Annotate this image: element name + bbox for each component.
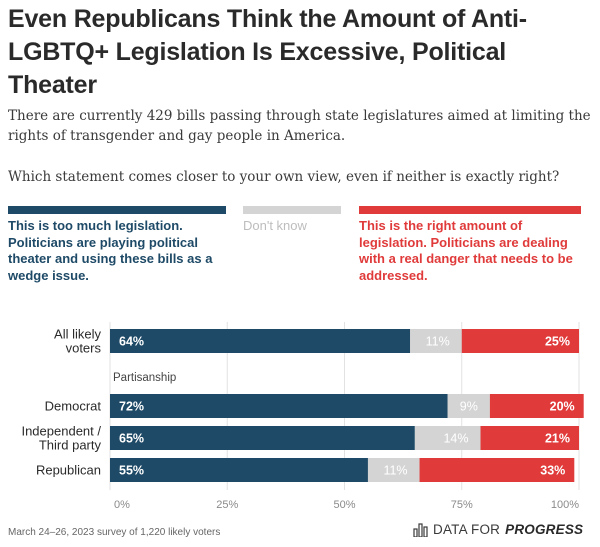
x-tick-label: 100%: [551, 499, 579, 511]
legend-label-dont-know: Don't know: [243, 218, 307, 233]
bar-segment-democrat-0: [110, 394, 448, 418]
bar-segment-all-likely-voters-2: [461, 329, 579, 353]
bar-segment-democrat-2: [489, 394, 584, 418]
bar-value-label: 14%: [443, 432, 468, 446]
category-label-line: Third party: [39, 438, 102, 453]
bar-value-label: 64%: [119, 335, 144, 349]
brand-logo: DATA FOR PROGRESS: [413, 522, 583, 537]
bar-value-label: 72%: [119, 400, 144, 414]
category-label-line: All likely: [54, 327, 101, 342]
bar-segment-republican-1: [367, 458, 420, 482]
category-label-line: Republican: [36, 463, 101, 478]
bar-value-label: 65%: [119, 432, 144, 446]
category-label: All likely voters: [54, 327, 101, 356]
chart-subtitle: There are currently 429 bills passing th…: [8, 108, 591, 144]
chart-title: Even Republicans Think the Amount of Ant…: [8, 5, 527, 99]
legend-swatch-too-much: [8, 206, 226, 214]
category-label-line: Independent /: [21, 424, 101, 439]
bar-value-label: 33%: [540, 464, 565, 478]
legend-label-too-much: This is too much legislation. Politician…: [8, 218, 213, 283]
bar-value-label: 55%: [119, 464, 144, 478]
bar-value-label: 9%: [460, 400, 478, 414]
bar-segment-independent-third-party-0: [110, 426, 415, 450]
bar-segment-independent-third-party-2: [480, 426, 579, 450]
category-label: Independent / Third party: [21, 424, 101, 453]
category-label: Democrat: [45, 399, 102, 414]
legend-swatch-dont-know: [243, 206, 341, 214]
bar-segment-republican-2: [419, 458, 575, 482]
survey-question: Which statement comes closer to your own…: [8, 169, 560, 185]
category-label-line: Democrat: [45, 399, 102, 414]
x-tick-label: 25%: [216, 499, 238, 511]
bar-segment-democrat-1: [447, 394, 490, 418]
legend-label-right-amount: This is the right amount of legislation.…: [359, 218, 573, 283]
legend-swatch-right-amount: [359, 206, 581, 214]
survey-note: March 24–26, 2023 survey of 1,220 likely…: [8, 527, 221, 538]
bar-value-label: 25%: [545, 335, 570, 349]
x-tick-label: 50%: [333, 499, 355, 511]
bar-chart-icon: [413, 522, 428, 537]
x-tick-label: 75%: [451, 499, 473, 511]
category-label-line: voters: [66, 341, 102, 356]
bar-value-label: 21%: [545, 432, 570, 446]
bar-segment-independent-third-party-1: [414, 426, 481, 450]
bar-value-label: 11%: [426, 335, 450, 349]
bar-value-label: 11%: [383, 464, 407, 478]
bar-segment-all-likely-voters-0: [110, 329, 411, 353]
category-label: Republican: [36, 463, 101, 478]
x-tick-label: 0%: [114, 499, 130, 511]
group-label: Partisanship: [113, 372, 176, 384]
brand-prefix: DATA FOR: [433, 522, 501, 537]
bar-value-label: 20%: [550, 400, 575, 414]
bar-segment-all-likely-voters-1: [410, 329, 462, 353]
brand-name: PROGRESS: [505, 522, 584, 537]
bar-segment-republican-0: [110, 458, 368, 482]
